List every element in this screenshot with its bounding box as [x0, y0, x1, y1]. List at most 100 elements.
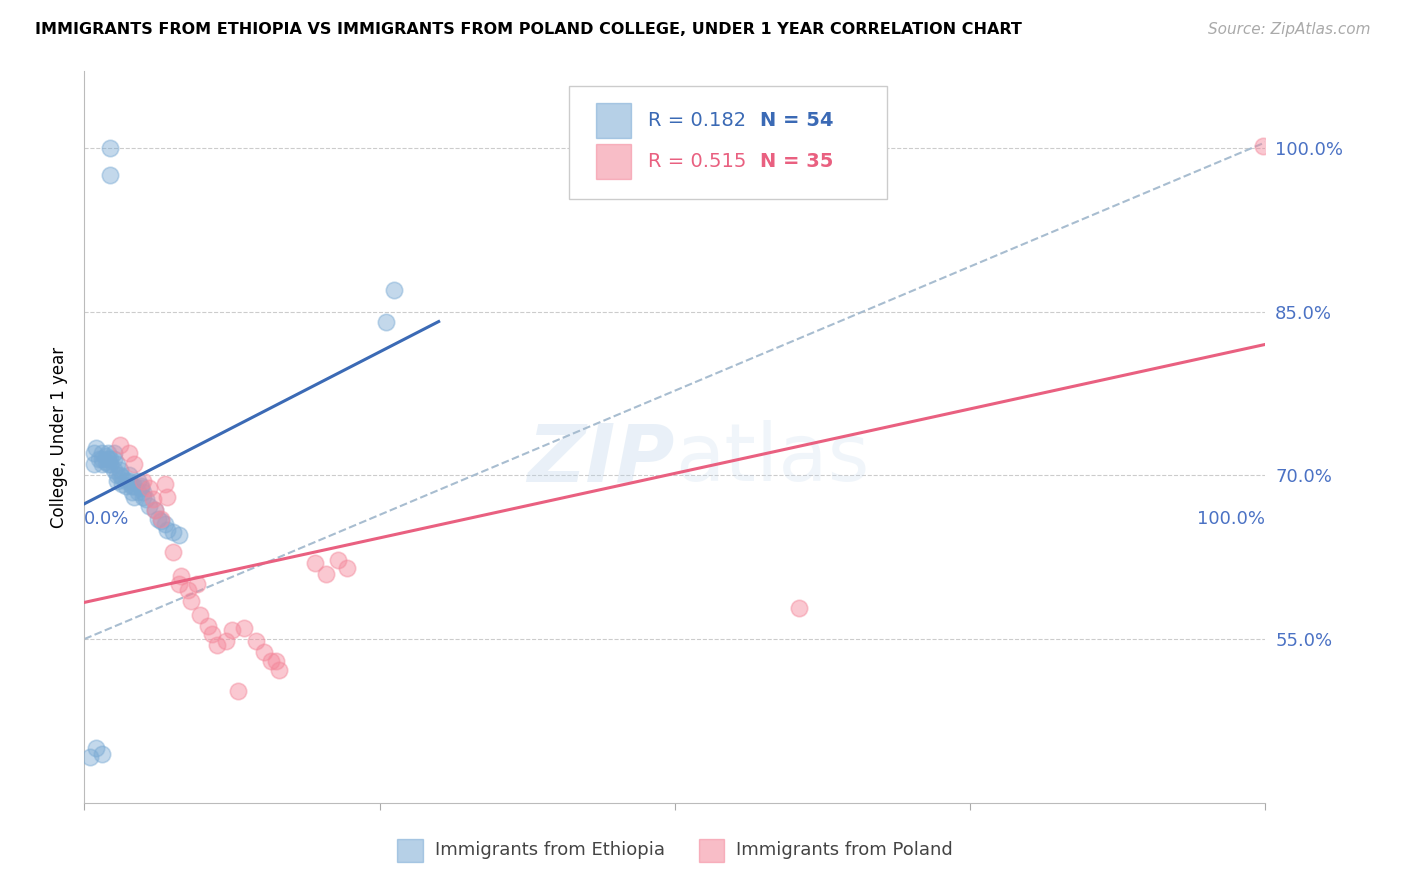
Point [107, 458, 129, 472]
Point [91, 747, 114, 761]
Point [162, 545, 184, 559]
Text: Immigrants from Poland: Immigrants from Poland [737, 841, 953, 859]
Point [188, 607, 211, 622]
Point [132, 490, 155, 504]
Text: N = 54: N = 54 [759, 111, 834, 130]
Point [260, 654, 283, 668]
Point [122, 479, 145, 493]
Point [142, 492, 165, 507]
Point [97, 458, 120, 472]
Point [91, 458, 114, 472]
Text: R = 0.182: R = 0.182 [648, 111, 745, 130]
Point [201, 626, 224, 640]
Point [98, 458, 121, 472]
Point [84, 441, 107, 455]
Text: IMMIGRANTS FROM ETHIOPIA VS IMMIGRANTS FROM POLAND COLLEGE, UNDER 1 YEAR CORRELA: IMMIGRANTS FROM ETHIOPIA VS IMMIGRANTS F… [35, 22, 1022, 37]
Bar [596, 103, 631, 138]
Point [143, 503, 166, 517]
Point [150, 514, 173, 528]
FancyBboxPatch shape [568, 86, 887, 200]
Point [114, 479, 136, 493]
Bar [596, 144, 631, 179]
Point [226, 684, 249, 698]
Point [138, 482, 160, 496]
Point [232, 621, 254, 635]
Point [146, 512, 169, 526]
Point [138, 499, 160, 513]
Point [111, 470, 134, 484]
Point [84, 741, 107, 756]
Point [150, 512, 173, 526]
Point [153, 517, 176, 532]
Text: 0.0%: 0.0% [84, 510, 129, 528]
Point [97, 451, 120, 466]
Point [170, 568, 193, 582]
Point [83, 458, 105, 472]
Text: atlas: atlas [675, 420, 869, 498]
Point [103, 446, 125, 460]
Point [186, 577, 208, 591]
Bar [699, 838, 724, 862]
Point [382, 283, 405, 297]
Point [264, 654, 287, 668]
Point [197, 619, 219, 633]
Text: 100.0%: 100.0% [1198, 510, 1265, 528]
Point [98, 451, 121, 466]
Point [118, 446, 141, 460]
Point [135, 492, 157, 507]
Point [177, 582, 200, 597]
Point [91, 446, 114, 460]
Text: R = 0.515: R = 0.515 [648, 152, 747, 171]
Point [103, 451, 125, 466]
Point [167, 577, 190, 591]
Point [121, 484, 143, 499]
Text: Source: ZipAtlas.com: Source: ZipAtlas.com [1208, 22, 1371, 37]
Point [79, 750, 101, 764]
Point [167, 528, 190, 542]
Point [107, 468, 129, 483]
Point [129, 479, 152, 493]
Point [304, 556, 326, 570]
Point [269, 663, 291, 677]
Point [156, 523, 179, 537]
Point [335, 561, 357, 575]
Point [127, 484, 149, 499]
Point [97, 446, 120, 460]
Point [98, 141, 121, 155]
Point [162, 524, 184, 539]
Point [108, 468, 131, 483]
Point [153, 477, 176, 491]
Point [132, 474, 155, 488]
Point [328, 553, 350, 567]
Point [1251, 138, 1274, 153]
Bar [398, 838, 423, 862]
Point [108, 463, 131, 477]
Point [787, 601, 810, 615]
Point [127, 474, 149, 488]
Y-axis label: College, Under 1 year: College, Under 1 year [49, 346, 67, 528]
Point [94, 455, 117, 469]
Point [245, 634, 267, 648]
Point [83, 446, 105, 460]
Point [103, 463, 125, 477]
Point [94, 449, 117, 463]
Point [111, 477, 134, 491]
Point [107, 474, 129, 488]
Point [156, 490, 179, 504]
Point [98, 168, 121, 182]
Point [143, 503, 166, 517]
Point [118, 468, 141, 483]
Point [221, 624, 243, 638]
Point [114, 474, 136, 488]
Text: Immigrants from Ethiopia: Immigrants from Ethiopia [434, 841, 665, 859]
Point [122, 490, 145, 504]
Point [87, 451, 110, 466]
Point [129, 482, 152, 496]
Point [91, 451, 114, 466]
Point [132, 484, 155, 499]
Point [122, 458, 145, 472]
Point [315, 566, 337, 581]
Point [253, 645, 276, 659]
Point [374, 315, 396, 329]
Text: ZIP: ZIP [527, 420, 675, 498]
